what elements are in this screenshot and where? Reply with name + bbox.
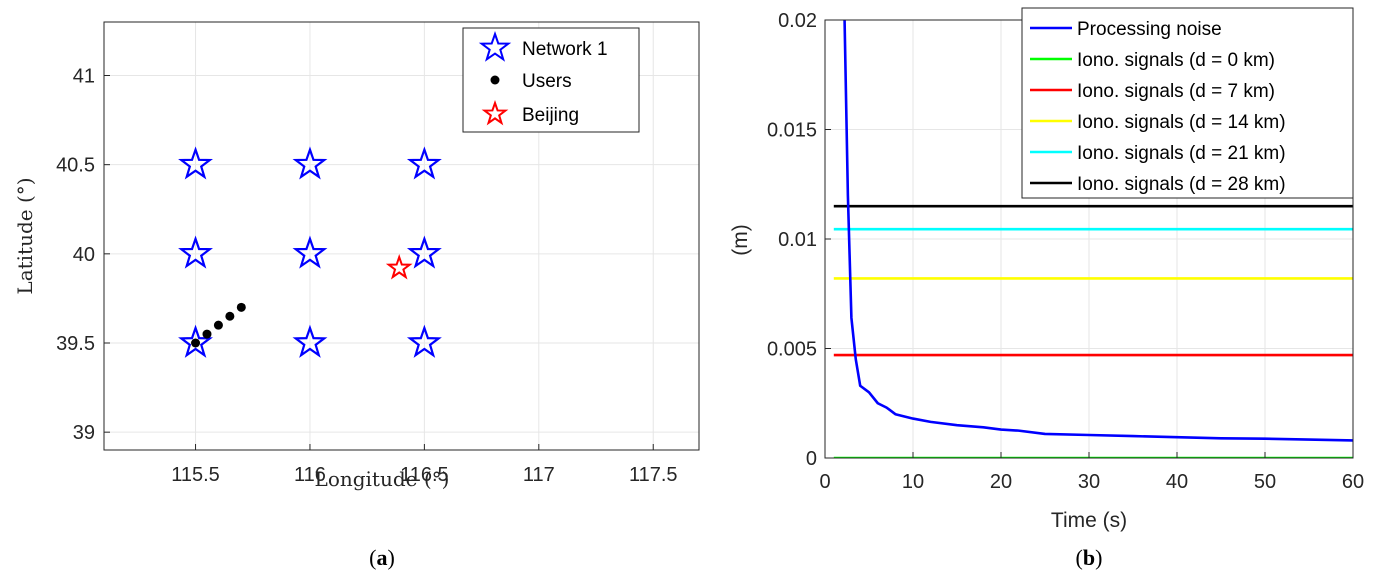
panel-a-xtick-label: 115.5	[171, 464, 220, 486]
legend-label: Beijing	[522, 105, 579, 126]
panel-b-lines	[833, 20, 1353, 458]
panel-a-ytick-label: 39	[73, 422, 95, 444]
panel-a-xlabel: Longitude (°)	[315, 467, 450, 491]
panel-b-caption: (b)	[1076, 545, 1103, 570]
legend-marker-users	[490, 75, 500, 85]
network-station-star	[406, 235, 442, 269]
panel-a-xtick-label: 116.5	[400, 464, 449, 486]
panel-a-legend: Network 1 Users Beijing	[462, 27, 640, 133]
user-point	[225, 311, 235, 321]
panel-b-legend: Processing noise Iono. signals (d = 0 km)…	[1021, 7, 1354, 199]
panel-b-legend-entries: Processing noise Iono. signals (d = 0 km)…	[1030, 19, 1286, 195]
network-station-star	[178, 235, 213, 269]
panel-a-ticks: 115.5 116 116.5 117 117.5 39 39.5 40 40.5 41	[56, 66, 677, 487]
panel-b-xtick-label: 60	[1342, 471, 1364, 493]
legend-label: Iono. signals (d = 28 km)	[1077, 174, 1286, 195]
panel-b-ytick-label: 0	[806, 448, 817, 470]
panel-a-caption: (a)	[369, 545, 395, 570]
panel-a-marks	[178, 146, 442, 358]
panel-a: 115.5 116 116.5 117 117.5 39 39.5 40 40.5 41 Long…	[13, 21, 700, 570]
user-point	[202, 329, 212, 339]
panel-b-ytick-label: 0.02	[778, 10, 817, 32]
user-point	[213, 320, 223, 330]
panel-b-xtick-label: 20	[990, 471, 1012, 493]
network-station-star	[406, 146, 442, 180]
panel-a-xtick-label: 116	[294, 464, 326, 486]
panel-a-ylabel: Latitude (°)	[13, 177, 37, 294]
legend-marker-beijing	[481, 99, 509, 126]
network-station-star	[292, 235, 328, 269]
legend-label: Processing noise	[1077, 19, 1222, 40]
network-station-star	[292, 324, 328, 358]
network-station-star	[406, 324, 442, 358]
network-station-star	[178, 146, 213, 180]
panel-b-xtick-label: 10	[902, 471, 924, 493]
panel-a-ytick-label: 40.5	[56, 155, 95, 177]
panel-b: 0 10 20 30 40 50 60 0 0.005 0.01 0.015 0.02 Time (s…	[729, 7, 1364, 570]
panel-b-xtick-label: 40	[1166, 471, 1188, 493]
panel-a-legend-entries: Network 1 Users Beijing	[478, 30, 608, 126]
panel-a-ytick-label: 39.5	[56, 333, 95, 355]
legend-label: Users	[522, 71, 572, 92]
legend-label: Iono. signals (d = 14 km)	[1077, 112, 1286, 133]
legend-label: Network 1	[522, 39, 608, 60]
panel-a-caption-letter: a	[377, 545, 388, 570]
user-point	[236, 302, 246, 312]
panel-b-xtick-label: 50	[1254, 471, 1276, 493]
legend-label: Iono. signals (d = 21 km)	[1077, 143, 1286, 164]
panel-a-xtick-label: 117	[523, 464, 555, 486]
series-line-0	[843, 20, 1353, 442]
panel-a-ytick-label: 40	[73, 244, 95, 266]
panel-a-axes-box	[103, 21, 700, 451]
user-point	[191, 338, 201, 348]
panel-b-ytick-label: 0.015	[767, 120, 817, 142]
network-station-star	[292, 146, 328, 180]
beijing-star	[385, 254, 413, 280]
panel-a-ytick-label: 41	[73, 66, 95, 88]
panel-a-xtick-label: 117.5	[629, 464, 678, 486]
legend-marker-network-1	[478, 30, 512, 62]
panel-b-xtick-label: 30	[1078, 471, 1100, 493]
legend-label: Iono. signals (d = 7 km)	[1077, 81, 1275, 102]
panel-b-xlabel: Time (s)	[1051, 509, 1127, 532]
panel-b-ylabel: (m)	[729, 224, 752, 255]
panel-b-caption-letter: b	[1083, 545, 1095, 570]
panel-b-ytick-label: 0.005	[767, 339, 817, 361]
panel-b-xtick-label: 0	[819, 471, 830, 493]
legend-label: Iono. signals (d = 0 km)	[1077, 50, 1275, 71]
panel-b-ytick-label: 0.01	[778, 229, 817, 251]
panel-b-ticks: 0 10 20 30 40 50 60 0 0.005 0.01 0.015 0.02	[767, 10, 1364, 493]
panel-b-legend-box	[1021, 7, 1354, 199]
